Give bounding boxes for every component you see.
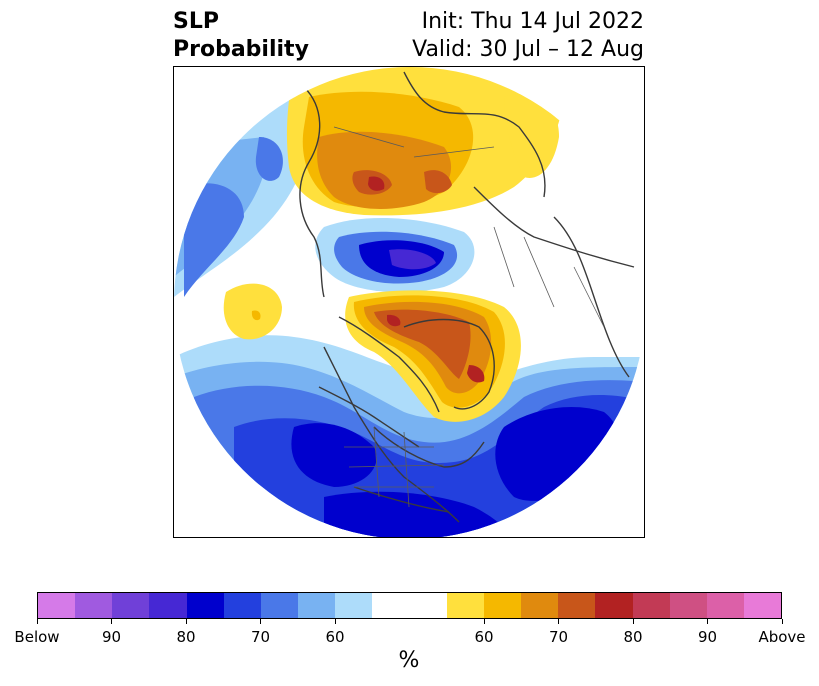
colorbar-tick xyxy=(781,619,783,624)
colorbar-segment xyxy=(706,593,744,618)
colorbar-segment xyxy=(75,593,113,618)
siberia-positive-secondary xyxy=(424,170,452,194)
colorbar-segment xyxy=(483,593,522,618)
colorbar-segment xyxy=(112,593,150,618)
colorbar-segment xyxy=(558,593,596,618)
colorbar-segment xyxy=(595,593,633,618)
colorbar-segment xyxy=(149,593,187,618)
colorbar-tick xyxy=(707,619,708,624)
colorbar-segment xyxy=(632,593,670,618)
colorbar-tick xyxy=(483,619,485,624)
colorbar-tick xyxy=(260,619,261,624)
colorbar-tick-label: Above xyxy=(758,628,806,646)
south-negative-bottom xyxy=(324,491,514,537)
america-negative-core xyxy=(291,423,377,487)
colorbar-tick xyxy=(185,619,187,624)
colorbar-tick xyxy=(334,619,336,624)
colorbar-segment xyxy=(38,593,76,618)
coastlines xyxy=(299,71,635,523)
greenland-positive-peak xyxy=(467,365,485,383)
colorbar-tick-label: 70 xyxy=(250,628,271,646)
polar-map xyxy=(173,66,645,538)
canada-positive-peak xyxy=(387,314,401,327)
colorbar-segment xyxy=(223,593,261,618)
colorbar-tick xyxy=(632,619,634,624)
colorbar-tick-label: 60 xyxy=(325,628,345,646)
colorbar-segment xyxy=(335,593,373,618)
colorbar-segment xyxy=(409,593,447,618)
colorbar-segment xyxy=(521,593,559,618)
colorbar-tick-label: 90 xyxy=(697,628,718,646)
map-svg xyxy=(174,67,644,537)
arctic-negative-peak xyxy=(389,249,436,270)
probability-colorbar xyxy=(37,592,782,619)
pacific-negative-core xyxy=(255,137,283,181)
colorbar-segment xyxy=(446,593,484,618)
date-info: Init: Thu 14 Jul 2022 Valid: 30 Jul – 12… xyxy=(412,8,644,64)
chart-title: SLP Probability xyxy=(173,9,309,62)
colorbar-tick-label: 60 xyxy=(474,628,494,646)
africa-positive-core xyxy=(251,310,261,321)
pacific-negative-inner xyxy=(184,183,244,297)
colorbar-tick-label: 70 xyxy=(548,628,569,646)
colorbar-tick xyxy=(111,619,112,624)
colorbar-tick-label: 80 xyxy=(176,628,196,646)
anomaly-field xyxy=(174,67,644,537)
valid-range: Valid: 30 Jul – 12 Aug xyxy=(412,37,644,62)
siberia-positive-peak xyxy=(368,176,385,191)
colorbar-segment xyxy=(186,593,224,618)
siberia-positive-inner xyxy=(317,131,452,209)
siberia-positive-east xyxy=(504,93,559,178)
colorbar-segment xyxy=(743,593,782,618)
colorbar-segment xyxy=(260,593,299,618)
colorbar-tick xyxy=(558,619,559,624)
colorbar-segment xyxy=(669,593,707,618)
colorbar-tick-label: 80 xyxy=(623,628,643,646)
colorbar-unit: % xyxy=(398,648,420,673)
colorbar-tick-label: Below xyxy=(14,628,60,646)
colorbar-segment xyxy=(372,593,410,618)
borders xyxy=(333,126,605,508)
colorbar-tick xyxy=(36,619,38,624)
init-date: Init: Thu 14 Jul 2022 xyxy=(421,9,644,34)
colorbar-segment xyxy=(298,593,336,618)
greenland-positive-core xyxy=(374,309,471,379)
colorbar-tick-label: 90 xyxy=(101,628,122,646)
